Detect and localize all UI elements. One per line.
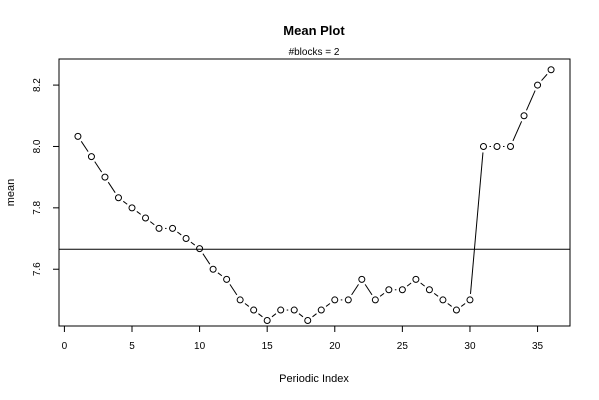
x-tick-label: 5 <box>129 341 135 352</box>
series-segment <box>258 313 263 318</box>
x-axis-label: Periodic Index <box>279 373 349 385</box>
series-segment <box>244 303 250 307</box>
data-point <box>493 142 501 150</box>
data-point <box>87 153 95 161</box>
y-axis-label: mean <box>5 179 17 207</box>
series-segment <box>149 221 155 226</box>
series-segment <box>298 313 304 318</box>
series-segment <box>190 241 196 246</box>
series-segment <box>202 253 211 265</box>
y-axis: 7.6 7.8 8.0 8.2 <box>32 78 60 276</box>
data-point <box>520 112 528 120</box>
series-segment <box>469 152 484 294</box>
data-point <box>290 306 298 314</box>
series-segment <box>217 272 223 277</box>
data-point <box>155 224 163 232</box>
series-segment <box>447 303 452 307</box>
series-segment <box>541 73 548 81</box>
data-point <box>223 275 231 283</box>
series-segment <box>351 284 359 296</box>
data-point <box>317 306 325 314</box>
x-tick-label: 0 <box>62 341 68 352</box>
series-segment <box>433 292 439 297</box>
series-segment <box>229 284 238 296</box>
data-point <box>534 81 542 89</box>
data-point <box>128 204 136 212</box>
data-point <box>182 235 190 243</box>
data-point <box>142 214 150 222</box>
data-point <box>209 265 217 273</box>
data-point <box>101 173 109 181</box>
data-point <box>304 316 312 324</box>
x-tick-label: 15 <box>262 341 274 352</box>
x-tick-label: 10 <box>194 341 206 352</box>
series-segment <box>271 313 277 318</box>
x-axis: 0 5 10 15 20 25 30 35 <box>62 325 544 352</box>
series-layer <box>74 66 555 324</box>
series-segment <box>460 303 466 307</box>
series-segment <box>122 200 128 205</box>
series-segment <box>325 303 331 307</box>
data-point <box>385 286 393 294</box>
chart-title: Mean Plot <box>283 23 345 38</box>
series-segment <box>406 282 412 287</box>
y-tick-label: 8.2 <box>32 78 43 92</box>
y-tick-label: 8.0 <box>32 139 43 153</box>
y-tick-label: 7.8 <box>32 200 43 214</box>
series-segment <box>420 282 425 287</box>
data-point <box>277 306 285 314</box>
data-point <box>371 296 379 304</box>
series-segment <box>312 313 317 318</box>
data-point <box>452 306 460 314</box>
series-segment <box>512 121 523 142</box>
data-point <box>114 194 122 202</box>
series-segment <box>107 181 116 193</box>
data-point <box>236 296 244 304</box>
data-point <box>331 296 339 304</box>
data-point <box>398 286 406 294</box>
series-segment <box>80 141 89 152</box>
data-point <box>479 142 487 150</box>
data-point <box>358 275 366 283</box>
data-point <box>507 142 515 150</box>
data-point <box>466 296 474 304</box>
data-point <box>263 316 271 324</box>
series-segment <box>379 292 385 297</box>
chart-subtitle: #blocks = 2 <box>289 47 340 58</box>
series-segment <box>364 284 373 296</box>
data-point <box>425 286 433 294</box>
data-point <box>74 132 82 140</box>
data-point <box>412 275 420 283</box>
plot-frame <box>58 58 571 327</box>
x-tick-label: 30 <box>464 341 476 352</box>
series-segment <box>177 231 182 236</box>
data-point <box>250 306 258 314</box>
data-point <box>169 224 177 232</box>
x-tick-label: 35 <box>532 341 544 352</box>
series-segment <box>94 161 103 173</box>
x-tick-label: 20 <box>329 341 341 352</box>
data-point <box>547 66 555 74</box>
data-point <box>439 296 447 304</box>
y-tick-label: 7.6 <box>32 262 43 276</box>
data-point <box>196 245 204 253</box>
data-point <box>344 296 352 304</box>
series-segment <box>136 211 142 215</box>
x-tick-label: 25 <box>397 341 409 352</box>
series-segment <box>525 90 536 111</box>
